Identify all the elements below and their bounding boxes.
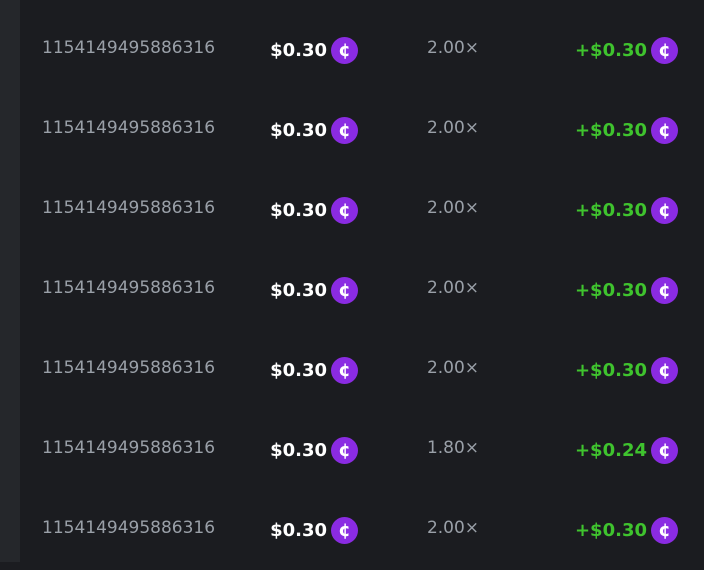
cent-coin-icon: ¢ [331, 37, 358, 64]
profit-value: +$0.30 [574, 520, 647, 541]
profit-value: +$0.30 [574, 360, 647, 381]
cent-coin-icon: ¢ [651, 117, 678, 144]
multiplier: 2.00× [426, 118, 480, 138]
cent-coin-icon: ¢ [331, 277, 358, 304]
cent-coin-icon: ¢ [331, 117, 358, 144]
bet-id[interactable]: 1154149495886316 [42, 118, 216, 138]
bet-amount: $0.30 ¢ [270, 197, 358, 224]
bet-id[interactable]: 1154149495886316 [42, 438, 216, 458]
cent-coin-icon: ¢ [331, 197, 358, 224]
multiplier: 2.00× [426, 358, 480, 378]
multiplier: 2.00× [426, 38, 480, 58]
cent-coin-icon: ¢ [651, 357, 678, 384]
bet-amount-value: $0.30 [270, 40, 327, 61]
profit-value: +$0.30 [574, 280, 647, 301]
cent-coin-icon: ¢ [331, 437, 358, 464]
cent-coin-icon: ¢ [651, 37, 678, 64]
table-row[interactable]: 1154149495886316 $0.30 ¢ 2.00× +$0.30 ¢ [20, 10, 704, 90]
bet-id[interactable]: 1154149495886316 [42, 278, 216, 298]
cent-coin-icon: ¢ [651, 197, 678, 224]
bet-id[interactable]: 1154149495886316 [42, 358, 216, 378]
profit: +$0.30 ¢ [575, 357, 678, 384]
bet-amount-value: $0.30 [270, 120, 327, 141]
cent-coin-icon: ¢ [331, 357, 358, 384]
sidebar-edge [0, 0, 20, 562]
cent-coin-icon: ¢ [651, 517, 678, 544]
cent-coin-icon: ¢ [651, 277, 678, 304]
multiplier: 2.00× [426, 278, 480, 298]
multiplier: 1.80× [426, 438, 480, 458]
cent-coin-icon: ¢ [651, 437, 678, 464]
bet-amount-value: $0.30 [270, 200, 327, 221]
profit: +$0.30 ¢ [575, 277, 678, 304]
bet-amount-value: $0.30 [270, 280, 327, 301]
profit-value: +$0.24 [574, 440, 647, 461]
multiplier: 2.00× [426, 518, 480, 538]
table-row[interactable]: 1154149495886316 $0.30 ¢ 1.80× +$0.24 ¢ [20, 410, 704, 490]
bets-table: 1154149495886316 $0.30 ¢ 2.00× +$0.30 ¢ 115… [20, 10, 704, 570]
profit: +$0.30 ¢ [575, 117, 678, 144]
cent-coin-icon: ¢ [331, 517, 358, 544]
bet-amount: $0.30 ¢ [270, 437, 358, 464]
bet-amount: $0.30 ¢ [270, 357, 358, 384]
bet-amount: $0.30 ¢ [270, 117, 358, 144]
profit-value: +$0.30 [574, 120, 647, 141]
table-row[interactable]: 1154149495886316 $0.30 ¢ 2.00× +$0.30 ¢ [20, 490, 704, 570]
profit: +$0.30 ¢ [575, 197, 678, 224]
bet-amount-value: $0.30 [270, 520, 327, 541]
bet-id[interactable]: 1154149495886316 [42, 518, 216, 538]
profit: +$0.30 ¢ [575, 37, 678, 64]
bet-amount: $0.30 ¢ [270, 277, 358, 304]
bet-amount: $0.30 ¢ [270, 37, 358, 64]
table-row[interactable]: 1154149495886316 $0.30 ¢ 2.00× +$0.30 ¢ [20, 170, 704, 250]
bet-id[interactable]: 1154149495886316 [42, 198, 216, 218]
profit-value: +$0.30 [574, 200, 647, 221]
multiplier: 2.00× [426, 198, 480, 218]
table-row[interactable]: 1154149495886316 $0.30 ¢ 2.00× +$0.30 ¢ [20, 90, 704, 170]
table-row[interactable]: 1154149495886316 $0.30 ¢ 2.00× +$0.30 ¢ [20, 250, 704, 330]
bet-amount-value: $0.30 [270, 360, 327, 381]
table-row[interactable]: 1154149495886316 $0.30 ¢ 2.00× +$0.30 ¢ [20, 330, 704, 410]
bet-id[interactable]: 1154149495886316 [42, 38, 216, 58]
profit: +$0.24 ¢ [575, 437, 678, 464]
profit-value: +$0.30 [574, 40, 647, 61]
bet-amount: $0.30 ¢ [270, 517, 358, 544]
profit: +$0.30 ¢ [575, 517, 678, 544]
bet-amount-value: $0.30 [270, 440, 327, 461]
